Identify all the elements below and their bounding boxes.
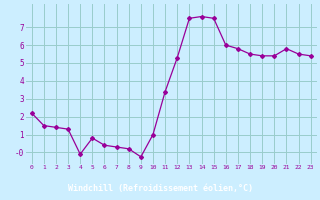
Text: Windchill (Refroidissement éolien,°C): Windchill (Refroidissement éolien,°C)	[68, 184, 252, 193]
